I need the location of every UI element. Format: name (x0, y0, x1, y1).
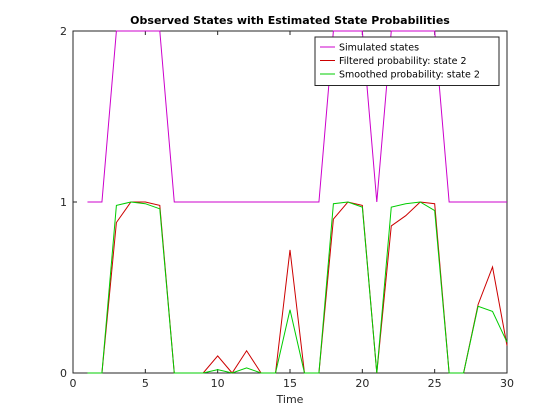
legend-label-3: Smoothed probability: state 2 (339, 70, 480, 81)
x-tick-label: 0 (70, 377, 77, 390)
x-tick-label: 5 (142, 377, 149, 390)
series-line-2 (87, 201, 508, 374)
legend-label-2: Filtered probability: state 2 (339, 56, 467, 67)
x-tick-label: 10 (211, 377, 225, 390)
x-axis-label: Time (276, 393, 304, 406)
legend-label-1: Simulated states (339, 43, 419, 54)
x-tick-label: 15 (283, 377, 297, 390)
series-line-3 (87, 201, 508, 374)
legend: Simulated states Filtered probability: st… (314, 36, 500, 86)
x-tick-label: 20 (355, 377, 369, 390)
legend-box (314, 36, 500, 86)
y-tick-label: 2 (60, 25, 67, 38)
chart-title: Observed States with Estimated State Pro… (130, 14, 450, 27)
x-tick-label: 30 (500, 377, 514, 390)
y-tick-label: 0 (60, 367, 67, 380)
x-tick-label: 25 (428, 377, 442, 390)
y-tick-label: 1 (60, 196, 67, 209)
